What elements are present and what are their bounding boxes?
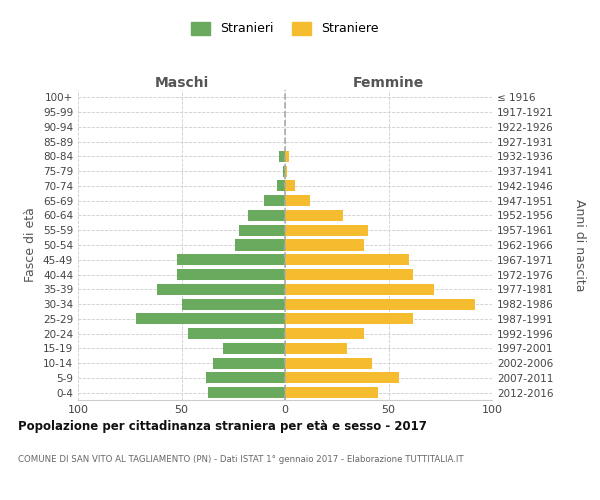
Bar <box>285 195 310 206</box>
Bar <box>136 314 285 324</box>
Bar <box>178 254 285 266</box>
Legend: Stranieri, Straniere: Stranieri, Straniere <box>187 16 383 40</box>
Bar <box>285 254 409 266</box>
Text: COMUNE DI SAN VITO AL TAGLIAMENTO (PN) - Dati ISTAT 1° gennaio 2017 - Elaborazio: COMUNE DI SAN VITO AL TAGLIAMENTO (PN) -… <box>18 455 464 464</box>
Bar <box>206 372 285 384</box>
Bar <box>157 284 285 295</box>
Bar <box>285 387 378 398</box>
Bar <box>178 269 285 280</box>
Bar <box>248 210 285 221</box>
Bar <box>285 224 368 236</box>
Bar <box>208 387 285 398</box>
Bar <box>212 358 285 368</box>
Bar <box>285 180 295 192</box>
Y-axis label: Fasce di età: Fasce di età <box>25 208 37 282</box>
Bar <box>239 224 285 236</box>
Bar <box>285 240 364 250</box>
Bar <box>182 298 285 310</box>
Bar <box>285 269 413 280</box>
Bar <box>285 343 347 354</box>
Bar <box>235 240 285 250</box>
Bar <box>285 210 343 221</box>
Bar <box>279 151 285 162</box>
Bar <box>265 195 285 206</box>
Bar <box>285 298 475 310</box>
Bar <box>188 328 285 339</box>
Bar <box>285 358 372 368</box>
Bar <box>277 180 285 192</box>
Text: Popolazione per cittadinanza straniera per età e sesso - 2017: Popolazione per cittadinanza straniera p… <box>18 420 427 433</box>
Text: Femmine: Femmine <box>353 76 424 90</box>
Bar <box>285 328 364 339</box>
Y-axis label: Anni di nascita: Anni di nascita <box>573 198 586 291</box>
Bar <box>285 284 434 295</box>
Bar <box>285 166 287 176</box>
Bar <box>283 166 285 176</box>
Bar <box>223 343 285 354</box>
Text: Maschi: Maschi <box>154 76 209 90</box>
Bar <box>285 151 289 162</box>
Bar <box>285 372 399 384</box>
Bar <box>285 314 413 324</box>
